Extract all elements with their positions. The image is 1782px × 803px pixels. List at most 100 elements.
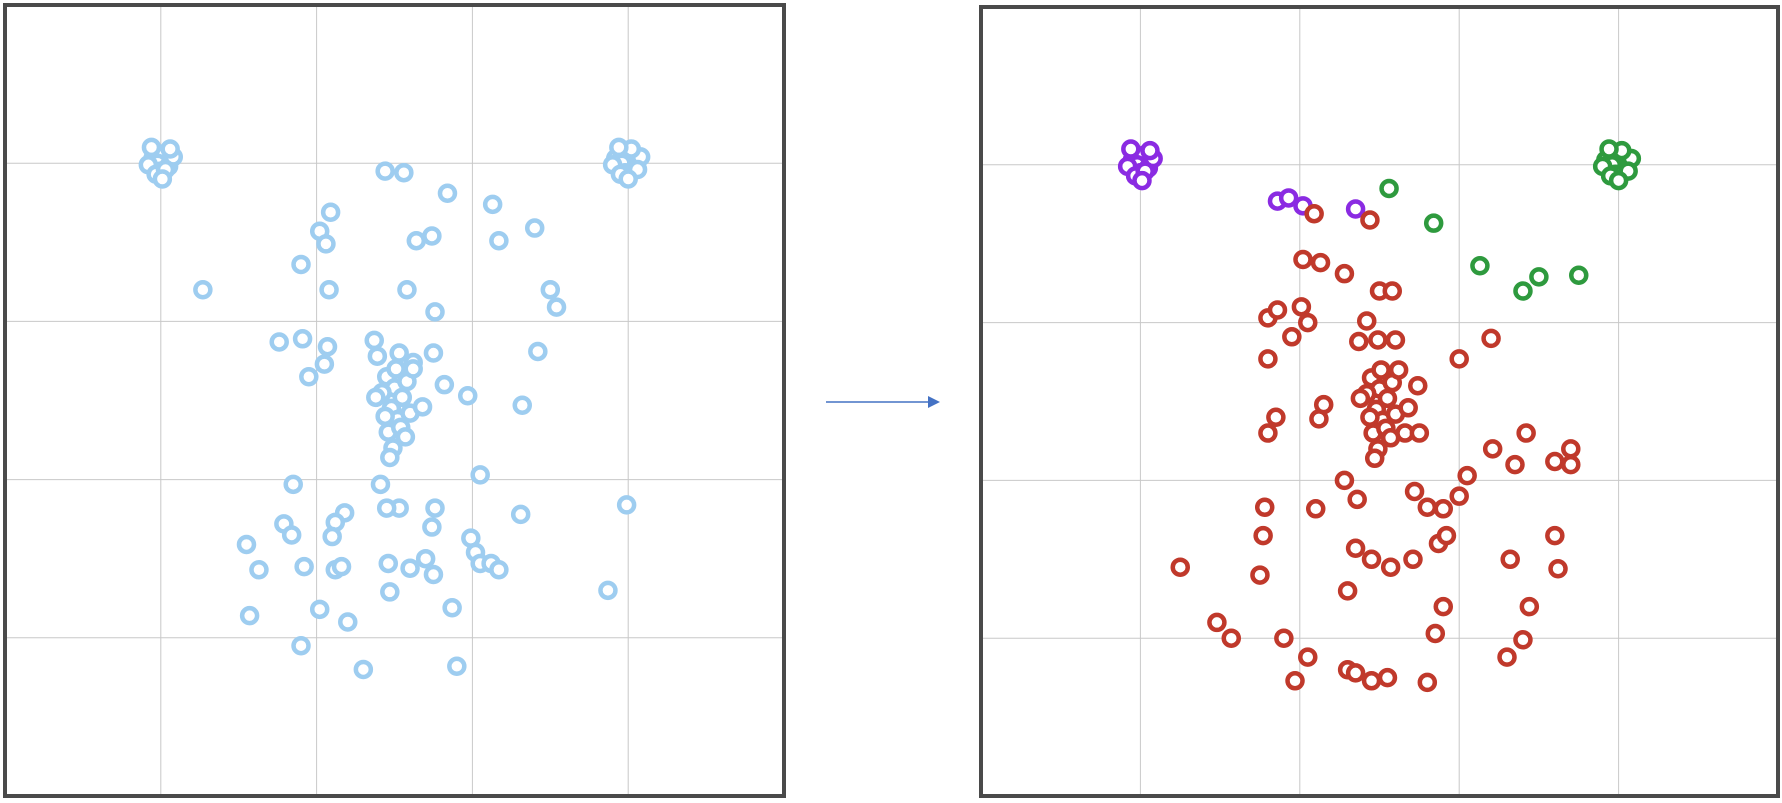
scatter-point: [1310, 252, 1331, 273]
scatter-point: [1349, 331, 1369, 352]
scatter-point: [317, 336, 338, 357]
scatter-point: [320, 202, 341, 222]
scatter-point: [1334, 263, 1355, 284]
scatter-point: [1253, 525, 1273, 546]
scatter-point: [437, 183, 458, 204]
scatter-point: [1305, 499, 1326, 519]
scatter-point: [1545, 525, 1565, 546]
scatter-point: [367, 346, 388, 366]
scatter-point: [489, 230, 509, 251]
scatter-point: [470, 465, 490, 485]
scatter-point: [447, 656, 467, 677]
plot-frame: [979, 5, 1780, 798]
scatter-point: [524, 218, 545, 238]
scatter-point: [434, 374, 455, 395]
scatter-point: [423, 564, 444, 585]
scatter-point: [1361, 549, 1382, 570]
scatter-point: [1267, 300, 1288, 320]
scatter-point: [380, 447, 400, 468]
scatter-point: [353, 659, 374, 680]
scatter-point: [1436, 525, 1457, 546]
scatter-point: [1513, 281, 1533, 301]
scatter-point: [423, 343, 444, 363]
scatter-point: [1337, 581, 1358, 601]
scatter-point: [331, 556, 352, 577]
scatter-point: [1403, 549, 1423, 570]
scatter-point: [1350, 388, 1371, 409]
scatter-point: [1250, 565, 1270, 585]
scatter-point: [1347, 489, 1367, 510]
scatter-point: [370, 474, 391, 495]
scatter-point: [1561, 439, 1581, 459]
scatter-point: [1345, 663, 1366, 683]
scatter-point: [1433, 499, 1454, 519]
scatter-point: [1545, 451, 1565, 472]
scatter-point: [1304, 203, 1324, 224]
scatter-point: [1457, 465, 1477, 486]
scatter-point: [375, 406, 395, 427]
scatter-point: [322, 526, 342, 547]
scatter-point: [1221, 628, 1242, 648]
scatter-point: [1364, 448, 1385, 469]
scatter-point: [1377, 667, 1398, 688]
scatter-point: [395, 427, 416, 447]
scatter-point: [375, 161, 395, 181]
scatter-point: [482, 194, 503, 215]
scatter-point: [1417, 497, 1438, 517]
scatter-point: [283, 474, 303, 495]
scatter-point: [1278, 188, 1299, 208]
scatter-point: [239, 605, 260, 626]
scatter-point: [1482, 439, 1503, 459]
scatter-point: [380, 582, 400, 602]
scatter-point: [269, 332, 289, 352]
scatter-point: [1408, 375, 1428, 396]
scatter-point: [1423, 213, 1444, 233]
scatter-point: [1258, 349, 1278, 369]
scatter-point: [1121, 139, 1141, 159]
scatter-point: [1380, 557, 1401, 577]
scatter-point: [366, 387, 386, 408]
scatter-point: [510, 504, 531, 525]
scatter-point: [1360, 210, 1380, 230]
scatter-point: [394, 162, 414, 183]
scatter-point: [1298, 647, 1318, 667]
scatter-point: [291, 254, 311, 275]
scatter-point: [1258, 423, 1278, 443]
scatter-point: [299, 367, 319, 387]
scatter-point: [316, 234, 336, 254]
scatter-point: [1529, 267, 1549, 287]
scatter-point: [1599, 139, 1619, 159]
scatter-point: [1282, 327, 1302, 347]
scatter-panel-before-clustering: [3, 3, 786, 798]
scatter-point: [457, 386, 478, 406]
scatter-point: [618, 169, 638, 189]
arrow-head: [928, 396, 940, 408]
scatter-point: [412, 397, 433, 417]
scatter-point: [1561, 454, 1581, 475]
scatter-point: [291, 635, 311, 656]
scatter-point: [376, 498, 397, 518]
scatter-point: [1608, 170, 1629, 191]
scatter-point: [152, 169, 173, 189]
scatter-panel-after-clustering: [979, 5, 1780, 798]
plot-frame: [3, 3, 786, 798]
scatter-point: [1385, 330, 1406, 350]
scatter-point: [540, 280, 561, 300]
scatter-point: [1433, 596, 1454, 617]
scatter-point: [489, 560, 509, 580]
scatter-point: [512, 395, 533, 415]
scatter-point: [1132, 170, 1152, 191]
scatter-point: [1470, 256, 1490, 276]
scatter-point: [1417, 672, 1438, 693]
scatter-point: [1371, 360, 1391, 380]
scatter-point: [403, 359, 423, 379]
scatter-point: [294, 556, 314, 577]
scatter-point: [1254, 497, 1275, 517]
scatter-point: [1409, 423, 1430, 443]
scatter-point: [319, 280, 339, 300]
scatter-point: [1379, 178, 1399, 199]
scatter-point: [1449, 486, 1469, 506]
scatter-point: [1293, 249, 1313, 270]
scatter-point: [141, 137, 162, 158]
scatter-point: [249, 560, 269, 580]
